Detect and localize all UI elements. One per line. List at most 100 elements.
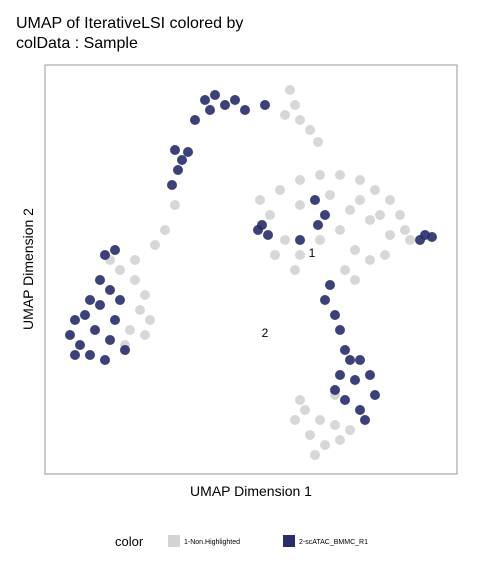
point: [300, 405, 310, 415]
point: [345, 425, 355, 435]
point: [313, 137, 323, 147]
point: [395, 210, 405, 220]
point: [335, 435, 345, 445]
point: [335, 370, 345, 380]
point: [355, 405, 365, 415]
point: [255, 195, 265, 205]
point: [310, 195, 320, 205]
point: [320, 440, 330, 450]
point: [140, 330, 150, 340]
point: [295, 115, 305, 125]
annotation: 2: [262, 326, 269, 340]
point: [335, 170, 345, 180]
point: [340, 345, 350, 355]
legend-label: 2-scATAC_BMMC_R1: [299, 539, 368, 546]
point: [210, 90, 220, 100]
point: [330, 420, 340, 430]
y-axis-label: UMAP Dimension 2: [20, 208, 36, 330]
point: [125, 325, 135, 335]
point: [295, 175, 305, 185]
point: [85, 295, 95, 305]
point: [290, 415, 300, 425]
point: [173, 165, 183, 175]
legend-swatch: [168, 535, 180, 547]
point: [85, 350, 95, 360]
point: [375, 210, 385, 220]
point: [305, 430, 315, 440]
point: [290, 265, 300, 275]
legend: 1-Non.Highlighted 2-scATAC_BMMC_R1: [168, 535, 368, 547]
point: [385, 195, 395, 205]
point: [167, 180, 177, 190]
point: [265, 210, 275, 220]
point: [355, 175, 365, 185]
point: [130, 275, 140, 285]
point: [325, 190, 335, 200]
point: [355, 355, 365, 365]
point: [330, 385, 340, 395]
point: [95, 300, 105, 310]
point: [200, 95, 210, 105]
point: [177, 155, 187, 165]
point: [220, 100, 230, 110]
x-axis-label: UMAP Dimension 1: [190, 483, 312, 499]
point: [65, 330, 75, 340]
plot-frame: [44, 64, 458, 475]
point: [105, 335, 115, 345]
point: [370, 390, 380, 400]
point: [270, 250, 280, 260]
point: [350, 375, 360, 385]
point: [295, 235, 305, 245]
point: [240, 105, 250, 115]
point: [350, 275, 360, 285]
legend-swatch: [283, 535, 295, 547]
point: [350, 245, 360, 255]
point: [340, 395, 350, 405]
point: [415, 235, 425, 245]
point: [330, 310, 340, 320]
point: [355, 195, 365, 205]
point: [400, 225, 410, 235]
point: [280, 235, 290, 245]
point: [257, 220, 267, 230]
point: [427, 232, 437, 242]
point: [320, 210, 330, 220]
point: [315, 235, 325, 245]
point: [105, 285, 115, 295]
point: [295, 395, 305, 405]
point: [385, 230, 395, 240]
point: [360, 415, 370, 425]
point: [290, 100, 300, 110]
point: [365, 215, 375, 225]
point: [260, 100, 270, 110]
point: [320, 295, 330, 305]
point: [340, 265, 350, 275]
point: [150, 240, 160, 250]
point: [140, 290, 150, 300]
legend-title: color: [115, 534, 144, 549]
point: [100, 250, 110, 260]
point: [365, 255, 375, 265]
point: [170, 145, 180, 155]
point: [183, 147, 193, 157]
point: [345, 355, 355, 365]
point: [275, 185, 285, 195]
points: [65, 85, 437, 460]
point: [263, 230, 273, 240]
point: [335, 325, 345, 335]
point: [335, 225, 345, 235]
point: [295, 250, 305, 260]
point: [70, 315, 80, 325]
point: [315, 415, 325, 425]
point: [160, 225, 170, 235]
point: [325, 280, 335, 290]
chart-title: UMAP of IterativeLSI colored by: [16, 15, 243, 32]
annotation: 1: [309, 246, 316, 260]
point: [100, 355, 110, 365]
chart-title: colData : Sample: [16, 35, 138, 52]
point: [285, 85, 295, 95]
point: [190, 115, 200, 125]
point: [120, 345, 130, 355]
point: [405, 235, 415, 245]
